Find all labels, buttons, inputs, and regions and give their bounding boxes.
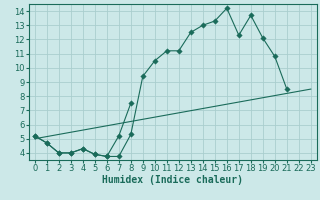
X-axis label: Humidex (Indice chaleur): Humidex (Indice chaleur) bbox=[102, 175, 243, 185]
